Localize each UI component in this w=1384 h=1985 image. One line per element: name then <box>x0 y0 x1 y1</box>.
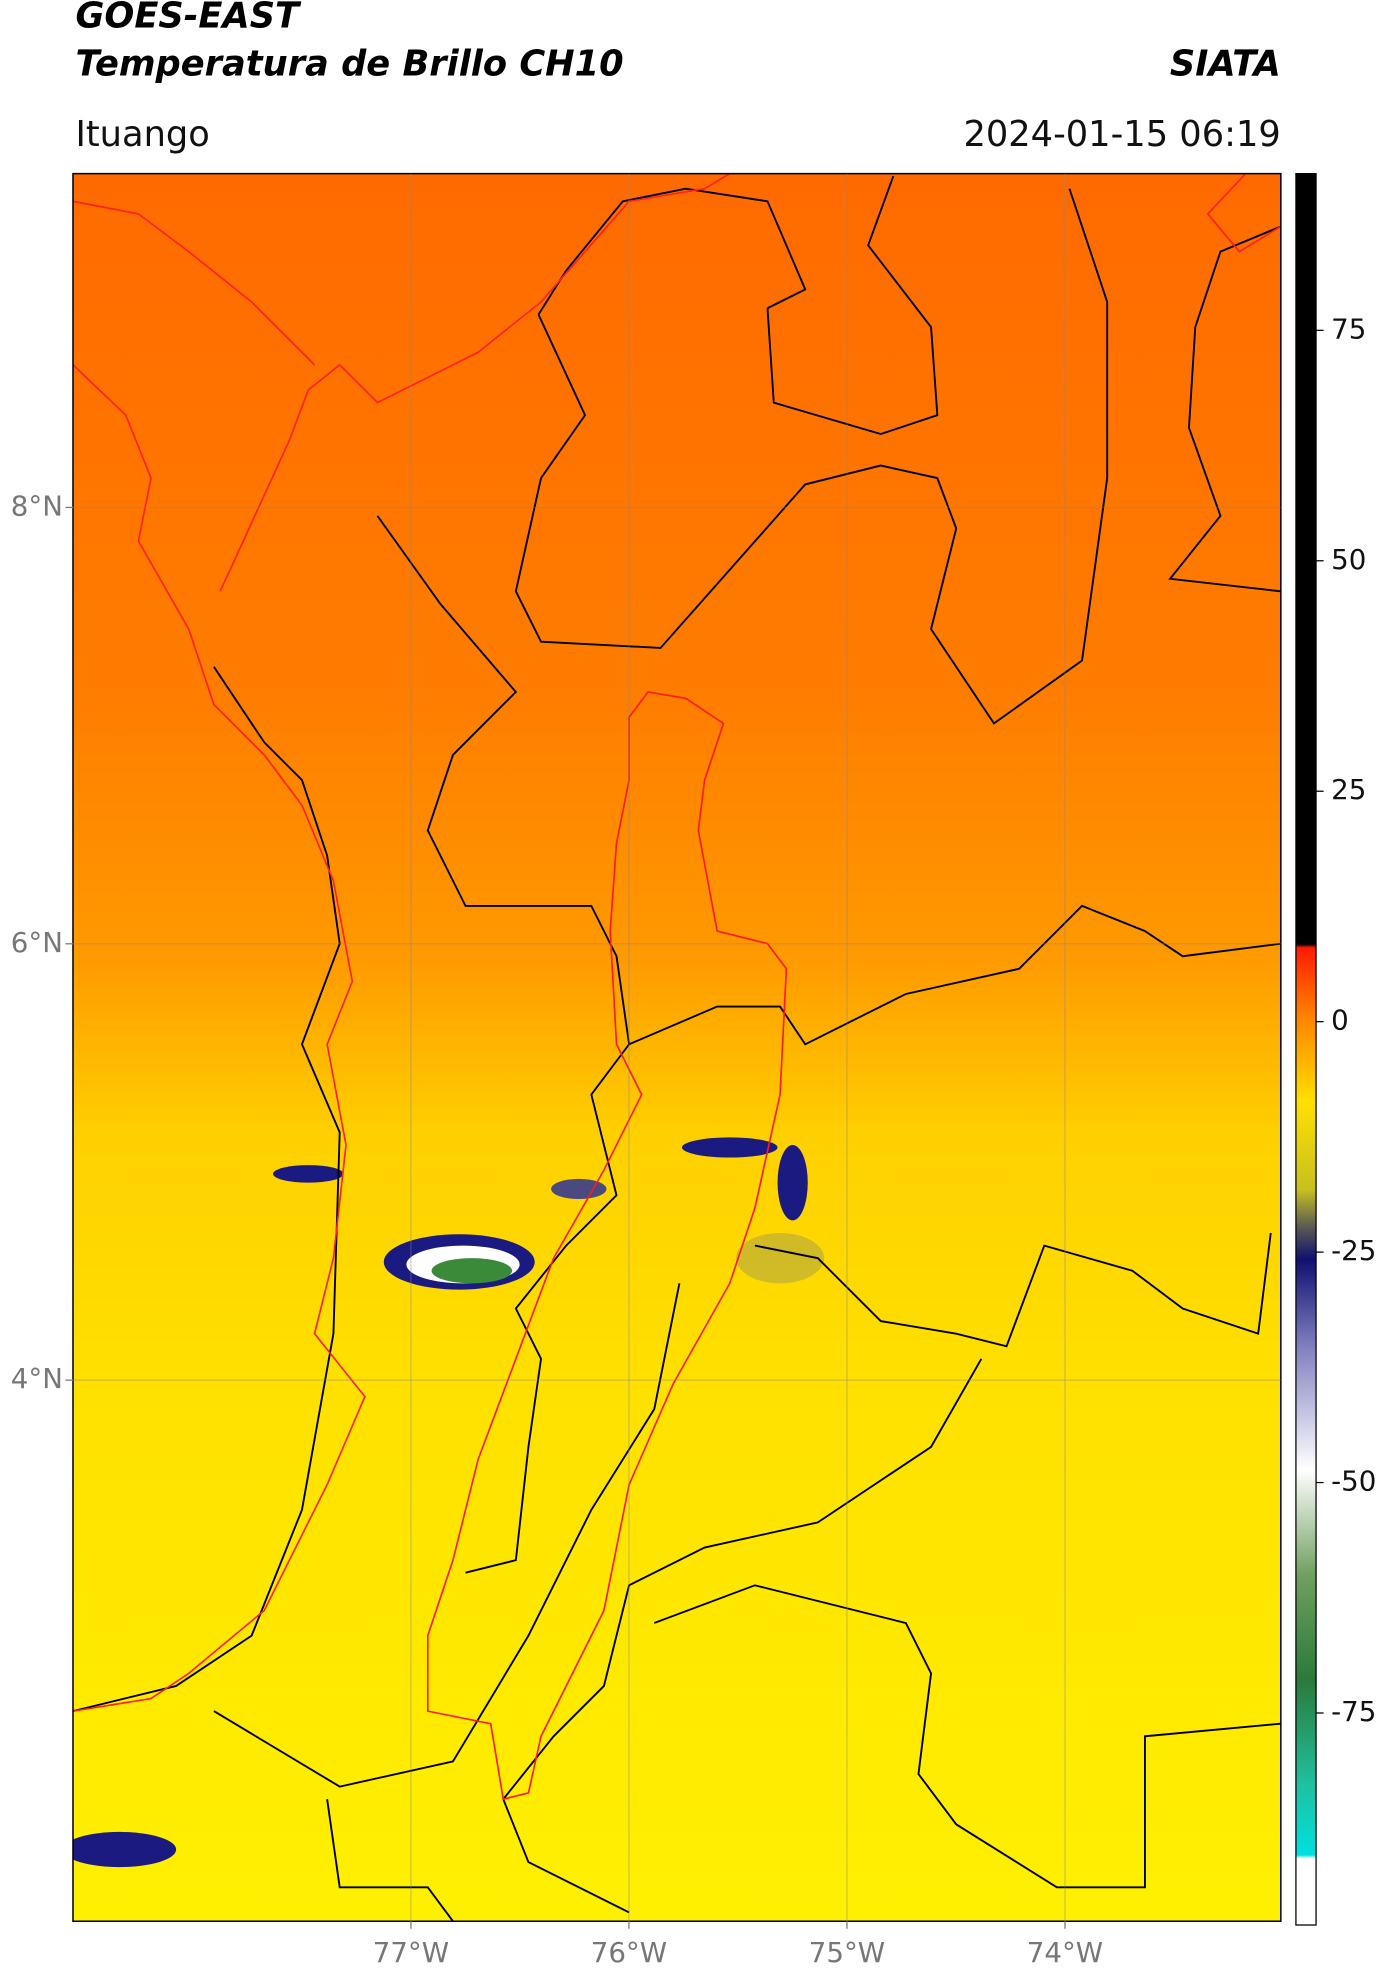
cloud <box>681 1137 778 1158</box>
border <box>72 666 341 1713</box>
border <box>326 1799 454 1922</box>
axes: 77°W 76°W 75°W 74°W 8°N 6°N 4°N 75 50 25 0 -25 -50 -7… <box>11 173 1376 1969</box>
brand: SIATA <box>1170 43 1281 84</box>
border <box>628 904 1281 1046</box>
border <box>213 1283 681 1788</box>
x-tick-label: 75°W <box>809 1936 885 1969</box>
cloud <box>551 1178 607 1200</box>
border <box>754 1232 1272 1348</box>
title-line1: GOES-EAST <box>75 0 302 37</box>
borders <box>72 175 1281 1922</box>
timestamp: 2024-01-15 06:19 <box>963 114 1280 155</box>
colorbar <box>1295 172 1317 1926</box>
title-line2: Temperatura de Brillo CH10 <box>75 43 623 84</box>
coast <box>219 173 731 592</box>
map-background <box>72 173 1281 1922</box>
cloud <box>777 1144 808 1221</box>
border <box>514 188 1109 725</box>
cloud <box>72 1831 177 1868</box>
location: Ituango <box>75 114 209 155</box>
cloud <box>431 1258 513 1284</box>
colorbar-tick-label: 25 <box>1331 773 1366 806</box>
border <box>1168 225 1281 593</box>
map-area <box>72 173 1281 1922</box>
border <box>537 187 807 316</box>
coast <box>72 364 366 1712</box>
coast <box>72 200 316 366</box>
colorbar-tick-label: -50 <box>1331 1465 1376 1498</box>
coastline <box>72 173 1281 1712</box>
y-tick-label: 6°N <box>11 926 63 959</box>
x-tick-label: 74°W <box>1027 1936 1103 1969</box>
colorbar-tick-label: -75 <box>1331 1695 1376 1728</box>
border <box>653 1584 1281 1889</box>
coast <box>1206 173 1281 253</box>
colorbar-tick-label: 0 <box>1331 1004 1349 1037</box>
y-tick-label: 4°N <box>11 1362 63 1395</box>
basin-outline <box>426 691 788 1801</box>
x-tick-label: 76°W <box>591 1936 667 1969</box>
cloud <box>273 1165 344 1183</box>
cloud <box>736 1233 825 1284</box>
border <box>502 1358 983 1914</box>
y-tick-label: 8°N <box>11 489 63 522</box>
x-tick-label: 77°W <box>373 1936 449 1969</box>
border <box>766 175 939 436</box>
colorbar-tick-label: 50 <box>1331 543 1366 576</box>
map-frame <box>72 172 1282 1922</box>
colorbar-tick-label: 75 <box>1331 312 1366 345</box>
colorbar-tick-label: -25 <box>1331 1234 1376 1267</box>
